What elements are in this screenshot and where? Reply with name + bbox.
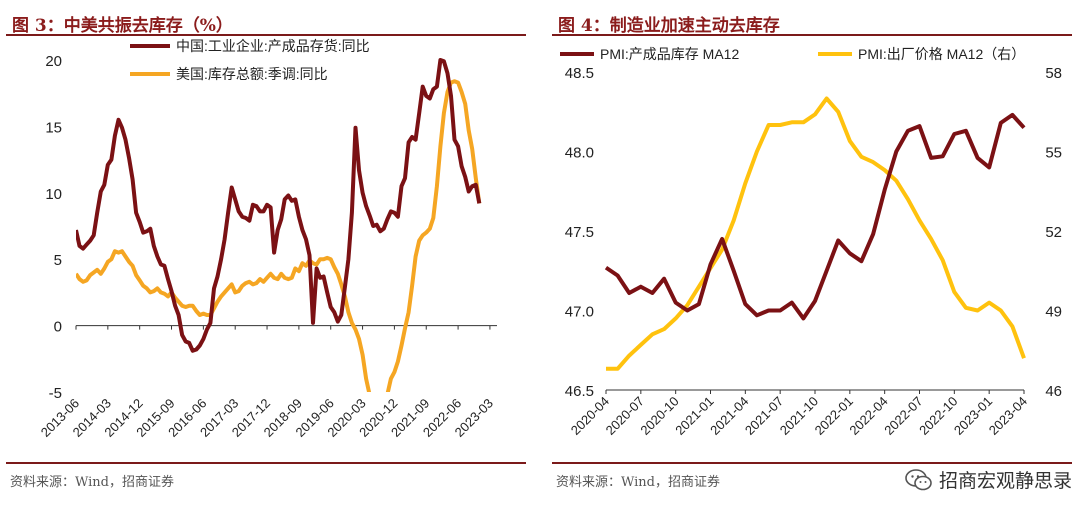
y-right-tick-label: 55 (1045, 145, 1062, 162)
y-tick-label: 0 (54, 319, 62, 336)
watermark: 招商宏观静思录 (905, 466, 1072, 493)
y-left-tick-label: 47.5 (565, 224, 594, 241)
title-bar: 图 3：中美共振去库存（%） (6, 4, 526, 36)
chart-panel-left: 图 3：中美共振去库存（%） -5 0 5 10 15 20 2013-06 2014-03 2… (0, 0, 532, 524)
y-left-tick-label: 47.0 (565, 304, 594, 321)
y-right-tick-label: 46 (1045, 383, 1062, 400)
series-line (606, 96, 1026, 371)
source-note: 资料来源：Wind，招商证券 (10, 475, 174, 490)
y-tick-label: 15 (45, 119, 62, 136)
series-line (604, 112, 1026, 321)
y-tick-label: -5 (49, 385, 62, 402)
y-tick-label: 20 (45, 53, 62, 70)
chart-left-svg: -5051015202013-062014-032014-122015-0920… (38, 38, 497, 440)
wechat-icon (905, 468, 932, 490)
legend-label: PMI:出厂价格 MA12（右） (858, 46, 1025, 62)
legend-label: 美国:库存总额:季调:同比 (176, 66, 328, 82)
plot-area (606, 72, 1024, 390)
chart-title: 图 4：制造业加速主动去库存 (558, 16, 780, 36)
x-tick-label: 2023-04 (986, 394, 1030, 438)
chart-title: 图 3：中美共振去库存（%） (12, 16, 233, 36)
y-left-tick-label: 46.5 (565, 383, 594, 400)
y-right-tick-label: 58 (1045, 65, 1062, 82)
source-divider (6, 462, 526, 464)
legend-label: PMI:产成品库存 MA12 (600, 46, 739, 62)
y-left-tick-label: 48.5 (565, 65, 594, 82)
watermark-text: 招商宏观静思录 (938, 470, 1072, 492)
legend-label: 中国:工业企业:产成品存货:同比 (176, 38, 370, 54)
plot-area (76, 60, 497, 392)
chart-right-svg: 46.547.047.548.048.546495255582020-04202… (560, 46, 1062, 438)
title-bar: 图 4：制造业加速主动去库存 (552, 4, 1072, 36)
legend: PMI:产成品库存 MA12 PMI:出厂价格 MA12（右） (560, 46, 1025, 62)
y-right-tick-label: 52 (1045, 224, 1062, 241)
series-line (76, 58, 482, 353)
series-line (76, 79, 482, 392)
y-right-tick-label: 49 (1045, 304, 1062, 321)
source-divider (552, 462, 1072, 464)
y-left-tick-label: 48.0 (565, 145, 594, 162)
y-tick-label: 5 (54, 252, 62, 269)
source-note: 资料来源：Wind，招商证券 (556, 475, 720, 490)
chart-panel-right: 图 4：制造业加速主动去库存 46.5 47.0 47.5 48.0 48.5 46 49 5… (546, 0, 1078, 524)
y-tick-label: 10 (45, 186, 62, 203)
